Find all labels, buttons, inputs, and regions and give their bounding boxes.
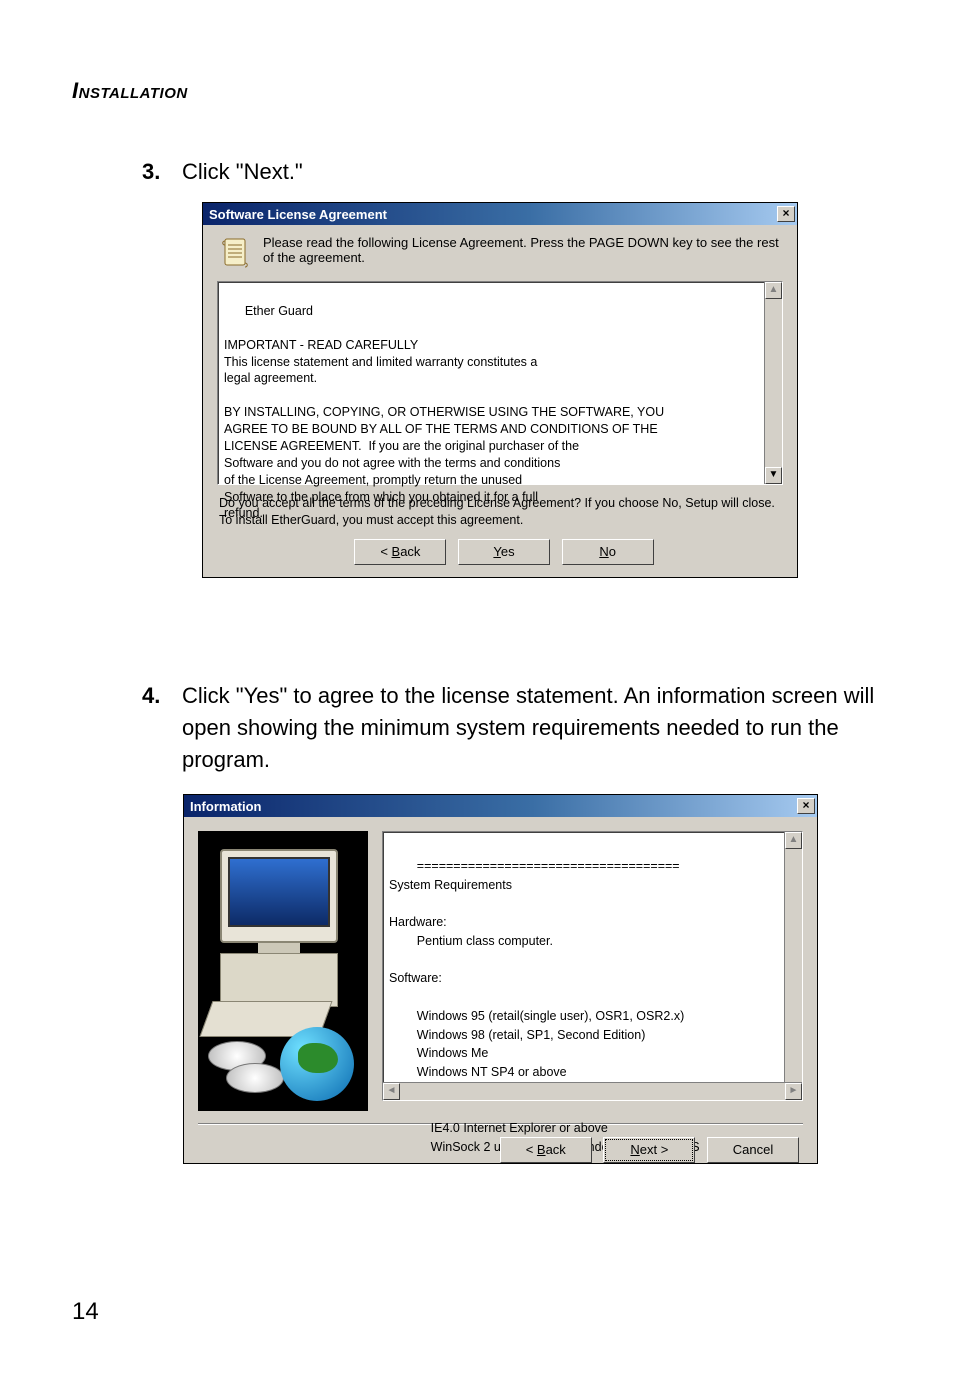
next-button[interactable]: Next > xyxy=(603,1137,695,1163)
step-number: 3. xyxy=(142,156,160,188)
back-prefix: < xyxy=(526,1142,537,1157)
close-button[interactable]: × xyxy=(777,206,795,222)
computer-illustration xyxy=(198,831,368,1111)
scroll-left-icon[interactable]: ◄ xyxy=(383,1083,400,1100)
dialog-body: Please read the following License Agreem… xyxy=(203,225,797,577)
vertical-scrollbar[interactable]: ▲ ▼ xyxy=(784,832,802,1100)
step-number: 4. xyxy=(142,680,160,712)
yes-button[interactable]: Yes xyxy=(458,539,550,565)
horizontal-scrollbar[interactable]: ◄ ► xyxy=(383,1082,802,1100)
info-column: ==================================== Sys… xyxy=(382,831,803,1111)
vertical-scrollbar[interactable]: ▲ ▼ xyxy=(764,282,782,484)
license-text-area[interactable]: Ether Guard IMPORTANT - READ CAREFULLY T… xyxy=(217,281,783,485)
back-rest: ack xyxy=(400,544,420,559)
step-text: Click "Next." xyxy=(182,156,882,188)
next-accel: N xyxy=(630,1142,639,1157)
no-rest: o xyxy=(609,544,616,559)
license-text: Ether Guard IMPORTANT - READ CAREFULLY T… xyxy=(224,304,664,521)
scroll-right-icon[interactable]: ► xyxy=(785,1083,802,1100)
yes-accel: Y xyxy=(493,544,500,559)
back-button[interactable]: < Back xyxy=(354,539,446,565)
instruction-step-4: 4. Click "Yes" to agree to the license s… xyxy=(142,680,882,776)
titlebar: Information × xyxy=(184,795,817,817)
dialog-title: Software License Agreement xyxy=(209,207,387,222)
intro-text: Please read the following License Agreem… xyxy=(263,235,783,265)
titlebar: Software License Agreement × xyxy=(203,203,797,225)
back-accel: B xyxy=(392,544,401,559)
no-accel: N xyxy=(599,544,608,559)
next-rest: ext > xyxy=(640,1142,669,1157)
scroll-up-icon[interactable]: ▲ xyxy=(785,832,802,849)
no-button[interactable]: No xyxy=(562,539,654,565)
info-text: ==================================== Sys… xyxy=(389,859,700,1154)
instruction-step-3: 3. Click "Next." xyxy=(142,156,882,188)
step-text: Click "Yes" to agree to the license stat… xyxy=(182,680,882,776)
back-button[interactable]: < Back xyxy=(500,1137,592,1163)
yes-rest: es xyxy=(501,544,515,559)
back-prefix: < xyxy=(380,544,391,559)
base-shape xyxy=(220,953,338,1007)
scroll-document-icon xyxy=(217,235,253,271)
back-accel: B xyxy=(537,1142,546,1157)
button-row: < Back Yes No xyxy=(217,539,783,565)
screen-shape xyxy=(228,857,330,927)
scroll-up-icon[interactable]: ▲ xyxy=(765,282,782,299)
back-rest: ack xyxy=(546,1142,566,1157)
page-number: 14 xyxy=(72,1298,99,1326)
dialog-title: Information xyxy=(190,799,262,814)
section-header: Installation xyxy=(72,78,188,104)
intro-row: Please read the following License Agreem… xyxy=(217,235,783,271)
info-text-area[interactable]: ==================================== Sys… xyxy=(382,831,803,1101)
dialog-body: ==================================== Sys… xyxy=(184,817,817,1123)
globe-land-shape xyxy=(298,1043,338,1073)
license-agreement-dialog: Software License Agreement × Please read… xyxy=(202,202,798,578)
scroll-down-icon[interactable]: ▼ xyxy=(765,467,782,484)
information-dialog: Information × ==========================… xyxy=(183,794,818,1164)
cd-shape xyxy=(226,1063,284,1093)
close-button[interactable]: × xyxy=(797,798,815,814)
cancel-button[interactable]: Cancel xyxy=(707,1137,799,1163)
